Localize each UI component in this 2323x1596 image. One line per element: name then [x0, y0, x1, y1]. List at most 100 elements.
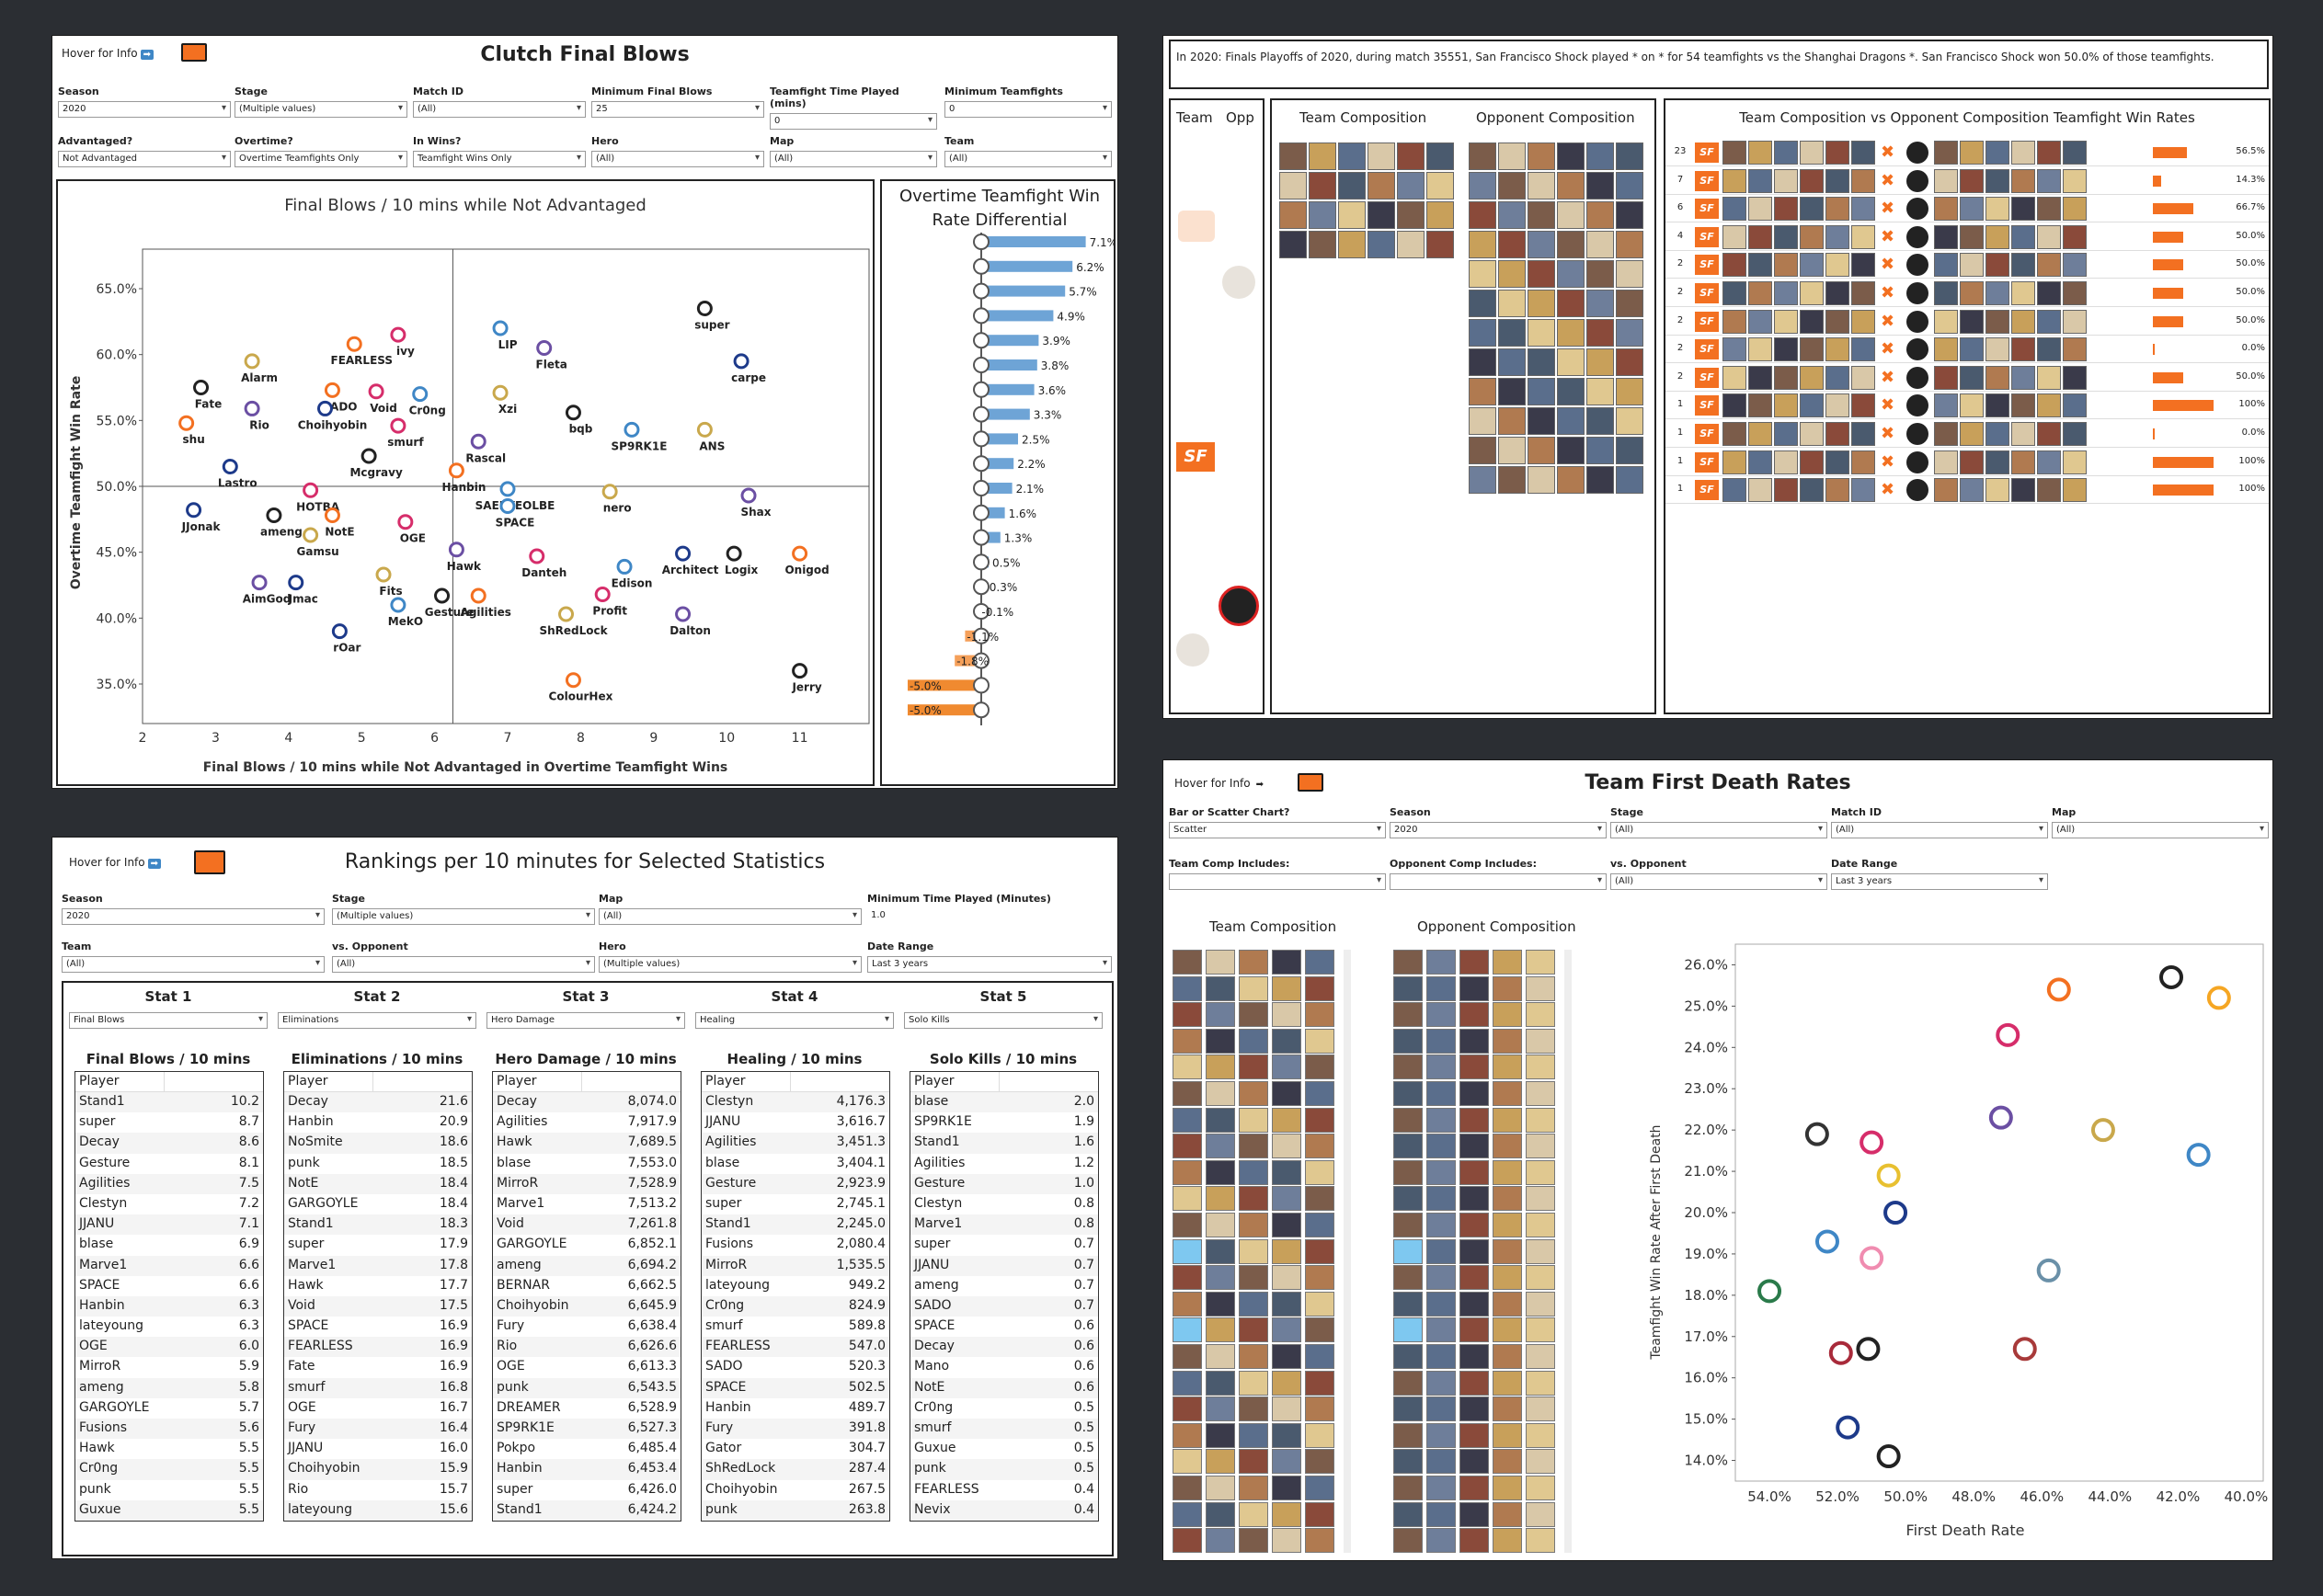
player-point[interactable]: Agilities — [461, 587, 511, 619]
hero-portrait[interactable] — [1305, 1422, 1334, 1448]
hero-portrait[interactable] — [1305, 1213, 1334, 1237]
player-point[interactable]: SP9RK1E — [612, 421, 668, 452]
hero-portrait[interactable] — [1469, 407, 1496, 435]
hero-portrait[interactable] — [1272, 1449, 1301, 1475]
hero-portrait[interactable] — [1393, 1134, 1423, 1159]
table-row[interactable]: FEARLESS 547.0 — [702, 1337, 889, 1358]
hero-portrait[interactable] — [1309, 172, 1336, 200]
player-point[interactable]: ivy — [390, 326, 415, 358]
hero-portrait[interactable] — [1526, 1107, 1555, 1133]
filter-select[interactable]: Teamfight Wins Only — [413, 151, 586, 167]
hero-portrait[interactable] — [1493, 1370, 1522, 1396]
hero-portrait[interactable] — [1272, 1213, 1301, 1237]
hero-portrait[interactable] — [1239, 1528, 1268, 1554]
player-point[interactable]: SPACE — [496, 498, 535, 530]
table-row[interactable]: SPACE 0.6 — [910, 1317, 1098, 1338]
hero-portrait[interactable] — [1459, 1054, 1489, 1080]
hero-portrait[interactable] — [1526, 1501, 1555, 1527]
hero-portrait[interactable] — [1459, 1081, 1489, 1106]
table-row[interactable]: Hanbin 20.9 — [284, 1112, 472, 1134]
diff-bar[interactable] — [981, 310, 1054, 322]
table-row[interactable]: ShRedLock 287.4 — [702, 1459, 889, 1480]
hero-portrait[interactable] — [1206, 1344, 1235, 1369]
player-point[interactable]: Danteh — [521, 548, 566, 579]
hero-portrait[interactable] — [1272, 1476, 1301, 1500]
hero-portrait[interactable] — [1305, 1265, 1334, 1291]
hover-info-button[interactable]: Hover for Info ➡ — [1174, 777, 1266, 790]
diff-bar[interactable] — [981, 260, 1073, 272]
hero-portrait[interactable] — [1557, 437, 1585, 464]
hero-portrait[interactable] — [1393, 950, 1423, 975]
player-point[interactable]: ANS — [696, 421, 725, 452]
filter-select[interactable] — [1390, 873, 1607, 890]
hero-portrait[interactable] — [1426, 1238, 1456, 1264]
player-point[interactable]: Onigod — [784, 545, 830, 576]
hero-portrait[interactable] — [1526, 1317, 1555, 1343]
player-point[interactable]: JJonak — [181, 502, 222, 533]
hero-portrait[interactable] — [1367, 172, 1395, 200]
hero-portrait[interactable] — [1586, 437, 1614, 464]
team-point[interactable] — [1883, 1201, 1908, 1225]
team-point[interactable] — [1876, 1163, 1901, 1188]
hero-portrait[interactable] — [1272, 1238, 1301, 1264]
hero-portrait[interactable] — [1526, 1002, 1555, 1028]
hero-portrait[interactable] — [1498, 378, 1526, 405]
table-row[interactable]: Stand1 2,245.0 — [702, 1214, 889, 1236]
player-point[interactable]: Jerry — [791, 663, 822, 694]
stat-select[interactable]: Solo Kills — [904, 1009, 1103, 1029]
filter-select[interactable]: (Multiple values) — [599, 956, 862, 973]
hero-portrait[interactable] — [1459, 1238, 1489, 1264]
hero-portrait[interactable] — [1459, 1422, 1489, 1448]
hero-portrait[interactable] — [1528, 142, 1555, 170]
hero-portrait[interactable] — [1272, 1291, 1301, 1317]
table-row[interactable]: super 17.9 — [284, 1235, 472, 1256]
filter-select[interactable]: (All) — [599, 908, 862, 925]
hero-portrait[interactable] — [1206, 1476, 1235, 1500]
team-point[interactable] — [1876, 1444, 1901, 1469]
hero-portrait[interactable] — [1469, 348, 1496, 376]
hero-portrait[interactable] — [1493, 1476, 1522, 1500]
hero-portrait[interactable] — [1206, 1396, 1235, 1422]
team-point[interactable] — [2090, 1118, 2115, 1143]
hero-portrait[interactable] — [1279, 172, 1307, 200]
hero-portrait[interactable] — [1586, 407, 1614, 435]
player-point[interactable]: Logix — [725, 545, 759, 576]
hero-portrait[interactable] — [1498, 231, 1526, 258]
hero-portrait[interactable] — [1426, 1291, 1456, 1317]
hero-portrait[interactable] — [1206, 1107, 1235, 1133]
player-point[interactable]: Edison — [612, 558, 653, 589]
hero-portrait[interactable] — [1206, 1028, 1235, 1054]
filter-select[interactable]: (All) — [944, 151, 1112, 167]
table-row[interactable]: Nevix 0.4 — [910, 1499, 1098, 1521]
table-row[interactable]: Agilities 1.2 — [910, 1153, 1098, 1174]
table-row[interactable]: Decay 8,074.0 — [493, 1092, 681, 1113]
hero-portrait[interactable] — [1305, 1291, 1334, 1317]
hero-portrait[interactable] — [1469, 201, 1496, 229]
table-row[interactable]: GARGOYLE 5.7 — [75, 1397, 263, 1419]
hero-portrait[interactable] — [1528, 201, 1555, 229]
hero-portrait[interactable] — [1173, 1370, 1202, 1396]
hero-portrait[interactable] — [1305, 1054, 1334, 1080]
table-row[interactable]: JJANU 0.7 — [910, 1255, 1098, 1276]
table-row[interactable]: Marve1 0.8 — [910, 1214, 1098, 1236]
hero-portrait[interactable] — [1173, 1449, 1202, 1475]
stat-select-value[interactable]: Final Blows — [69, 1012, 268, 1029]
table-row[interactable]: blase 3,404.1 — [702, 1153, 889, 1174]
hero-portrait[interactable] — [1469, 319, 1496, 347]
table-row[interactable]: NoSmite 18.6 — [284, 1133, 472, 1154]
team-point[interactable] — [2159, 964, 2184, 989]
hero-portrait[interactable] — [1426, 1501, 1456, 1527]
team-point[interactable] — [1814, 1229, 1839, 1254]
hero-portrait[interactable] — [1206, 1370, 1235, 1396]
hero-portrait[interactable] — [1493, 1449, 1522, 1475]
hero-portrait[interactable] — [1173, 950, 1202, 975]
player-point[interactable]: shu — [178, 415, 205, 446]
hero-portrait[interactable] — [1393, 1186, 1423, 1212]
player-point[interactable]: Architect — [662, 545, 719, 576]
hero-portrait[interactable] — [1426, 1396, 1456, 1422]
hero-portrait[interactable] — [1305, 1501, 1334, 1527]
hero-portrait[interactable] — [1586, 201, 1614, 229]
table-row[interactable]: punk 5.5 — [75, 1479, 263, 1500]
matchup-row[interactable]: 2 SF ✖ 0.0% — [1665, 336, 2269, 364]
stat-select-value[interactable]: Solo Kills — [904, 1012, 1103, 1029]
